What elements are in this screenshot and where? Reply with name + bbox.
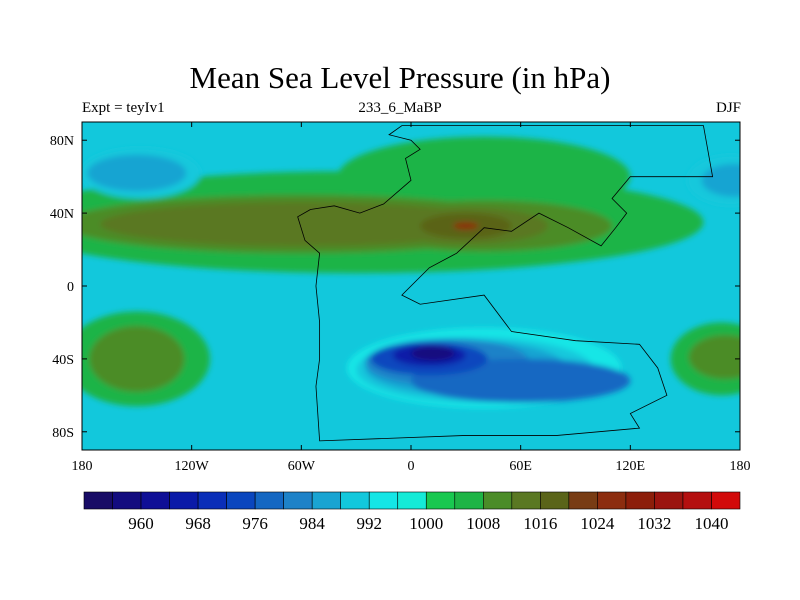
colorbar: 960 968 976 984 992 1000 1008 1016 1024 1032 1040 (83, 491, 741, 533)
y-tick-label: 0 (67, 280, 74, 295)
colorbar-label: 1008 (466, 514, 500, 533)
pressure-contour-1028 (453, 222, 479, 230)
colorbar-swatch (197, 491, 227, 510)
pressure-contour-1012 (688, 335, 740, 379)
y-tick-label: 80S (52, 426, 74, 441)
pressure-contour-988 (701, 163, 740, 197)
colorbar-swatch (397, 491, 427, 510)
chart-title: Mean Sea Level Pressure (in hPa) (189, 60, 611, 95)
colorbar-label: 1024 (580, 514, 615, 533)
pressure-contour-960 (411, 346, 455, 361)
y-tick-label: 40N (50, 207, 74, 222)
coastline (297, 125, 714, 442)
x-tick-label: 60W (288, 459, 316, 474)
y-tick-label: 80N (50, 134, 74, 149)
x-tick-label: 120W (175, 459, 210, 474)
colorbar-swatch (226, 491, 256, 510)
colorbar-swatch (597, 491, 627, 510)
colorbar-swatch (682, 491, 712, 510)
colorbar-swatch (368, 491, 399, 510)
colorbar-swatch (654, 491, 684, 510)
colorbar-swatch (625, 491, 655, 510)
x-tick-label: 60E (509, 459, 532, 474)
map-plot-area (82, 122, 740, 450)
colorbar-swatch (254, 491, 284, 510)
x-tick-label: 180 (72, 459, 93, 474)
colorbar-swatch (511, 491, 541, 510)
colorbar-label: 960 (128, 514, 154, 533)
colorbar-label: 1032 (637, 514, 671, 533)
colorbar-swatch (283, 491, 313, 510)
colorbar-swatch (454, 491, 484, 510)
colorbar-label: 976 (242, 514, 268, 533)
colorbar-label: 968 (185, 514, 211, 533)
colorbar-label: 1000 (409, 514, 443, 533)
colorbar-swatch (112, 491, 142, 510)
colorbar-swatch (83, 491, 113, 510)
colorbar-swatch (540, 491, 570, 510)
experiment-label: Expt = teyIv1 (82, 100, 165, 116)
x-tick-label: 0 (408, 459, 415, 474)
colorbar-swatch (425, 491, 456, 510)
colorbar-swatch (711, 491, 741, 510)
colorbar-swatch (568, 491, 598, 510)
y-tick-label: 40S (52, 353, 74, 368)
pressure-contour-1008 (337, 136, 631, 217)
colorbar-label: 1016 (523, 514, 557, 533)
pressure-contour-988 (87, 154, 187, 192)
colorbar-swatch (311, 491, 341, 510)
colorbar-swatch (340, 491, 370, 510)
colorbar-swatch (483, 491, 513, 510)
period-label: 233_6_MaBP (358, 100, 442, 116)
colorbar-swatch (140, 491, 170, 510)
season-label: DJF (715, 100, 741, 116)
x-tick-label: 180 (730, 459, 751, 474)
colorbar-label: 992 (356, 514, 382, 533)
colorbar-swatch (169, 491, 199, 510)
colorbar-label: 1040 (694, 514, 728, 533)
colorbar-label: 984 (299, 514, 325, 533)
pressure-contour-1012 (89, 326, 185, 392)
x-tick-label: 120E (616, 459, 646, 474)
